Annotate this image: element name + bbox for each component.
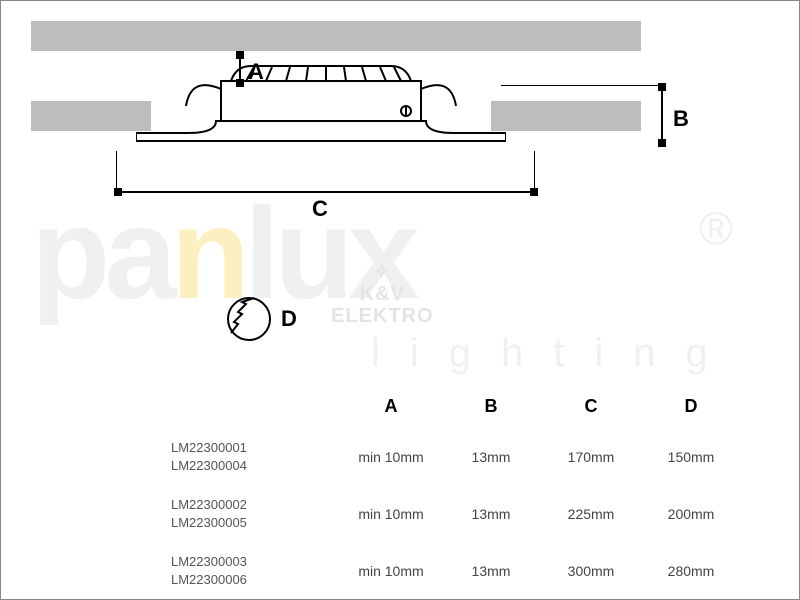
table-row: LM22300003 LM22300006 min 10mm 13mm 300m… — [171, 553, 761, 588]
part-no: LM22300002 — [171, 496, 341, 514]
cell: 13mm — [441, 563, 541, 579]
cell: 225mm — [541, 506, 641, 522]
diagram-stage: A B C D A B C D LM22300001 LM22300004 mi… — [1, 1, 799, 599]
detail-d-icon — [226, 296, 272, 342]
label-a: A — [248, 59, 264, 85]
dim-tick — [658, 83, 666, 91]
cell: 13mm — [441, 506, 541, 522]
fixture-outline — [136, 61, 506, 146]
col-c: C — [541, 396, 641, 417]
ceiling-bar-top — [31, 21, 641, 51]
cell: 170mm — [541, 449, 641, 465]
label-c: C — [312, 196, 328, 222]
col-b: B — [441, 396, 541, 417]
ceiling-bar-right — [491, 101, 641, 131]
dim-tick — [236, 79, 244, 87]
dimension-table: A B C D LM22300001 LM22300004 min 10mm 1… — [171, 396, 761, 588]
part-no: LM22300006 — [171, 571, 341, 589]
label-d: D — [281, 306, 297, 332]
col-a: A — [341, 396, 441, 417]
part-no: LM22300001 — [171, 439, 341, 457]
cell: 150mm — [641, 449, 741, 465]
label-b: B — [673, 106, 689, 132]
dim-ext-b — [501, 85, 661, 86]
part-no: LM22300004 — [171, 457, 341, 475]
dim-tick — [658, 139, 666, 147]
table-header: A B C D — [171, 396, 761, 417]
dim-line-b — [661, 85, 663, 145]
table-row: LM22300001 LM22300004 min 10mm 13mm 170m… — [171, 439, 761, 474]
dim-ext-c — [534, 151, 535, 191]
part-numbers: LM22300002 LM22300005 — [171, 496, 341, 531]
dim-tick — [114, 188, 122, 196]
cell: min 10mm — [341, 449, 441, 465]
dim-tick — [530, 188, 538, 196]
cell: 13mm — [441, 449, 541, 465]
cell: min 10mm — [341, 506, 441, 522]
dim-tick — [236, 51, 244, 59]
col-d: D — [641, 396, 741, 417]
part-no: LM22300005 — [171, 514, 341, 532]
dim-ext-c — [116, 151, 117, 191]
cell: 200mm — [641, 506, 741, 522]
ceiling-bar-left — [31, 101, 151, 131]
cell: min 10mm — [341, 563, 441, 579]
part-numbers: LM22300001 LM22300004 — [171, 439, 341, 474]
part-numbers: LM22300003 LM22300006 — [171, 553, 341, 588]
cell: 280mm — [641, 563, 741, 579]
dim-line-c — [116, 191, 536, 193]
cell: 300mm — [541, 563, 641, 579]
part-no: LM22300003 — [171, 553, 341, 571]
table-row: LM22300002 LM22300005 min 10mm 13mm 225m… — [171, 496, 761, 531]
